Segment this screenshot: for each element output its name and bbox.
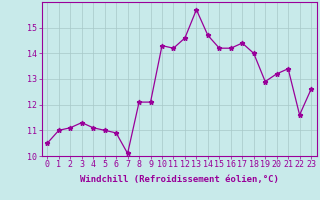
X-axis label: Windchill (Refroidissement éolien,°C): Windchill (Refroidissement éolien,°C) [80,175,279,184]
